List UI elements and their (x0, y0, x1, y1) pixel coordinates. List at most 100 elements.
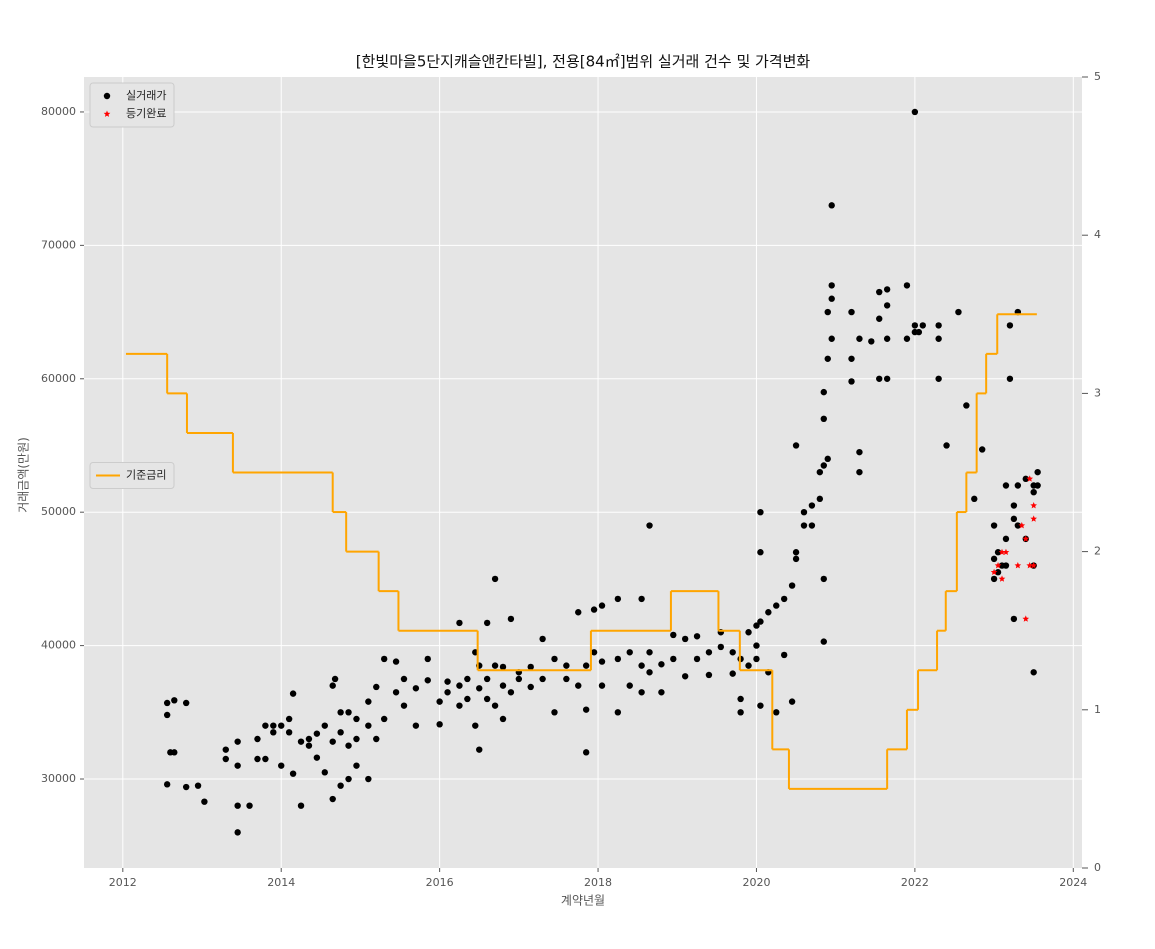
point (638, 662, 645, 669)
point (464, 695, 471, 703)
marks (125, 108, 1041, 836)
point (800, 522, 808, 529)
point (737, 709, 744, 716)
point (222, 755, 229, 763)
x-tick-label: 2020 (742, 876, 770, 889)
point (412, 685, 420, 692)
point (828, 202, 835, 209)
point (345, 709, 352, 716)
point (753, 642, 760, 649)
point (670, 631, 677, 639)
point (935, 375, 942, 382)
point (856, 448, 863, 456)
point (990, 522, 998, 529)
point (848, 308, 855, 316)
point (1034, 468, 1041, 476)
point (551, 709, 558, 716)
point (436, 721, 443, 728)
point (345, 742, 352, 749)
y-axis-label: 거래금액(만원) (17, 437, 31, 513)
point (491, 702, 499, 709)
point (824, 355, 831, 362)
star-point (1026, 562, 1034, 569)
point (658, 661, 665, 668)
point (499, 715, 507, 723)
point (507, 615, 515, 623)
point (1002, 482, 1010, 489)
point (646, 522, 653, 529)
point (598, 658, 606, 665)
point (681, 635, 689, 643)
point (515, 675, 523, 683)
point (792, 549, 800, 556)
point (305, 735, 313, 743)
point (254, 755, 261, 763)
point (476, 746, 483, 753)
point (820, 415, 827, 423)
point (392, 689, 400, 696)
star-point (1030, 515, 1038, 522)
point (745, 662, 752, 669)
point (254, 735, 261, 743)
point (780, 651, 788, 659)
x-tick-label: 2012 (109, 876, 137, 889)
point (582, 749, 590, 756)
y2-tick-label: 5 (1094, 70, 1101, 83)
point (753, 622, 760, 629)
legend-swatch (103, 92, 111, 100)
point (856, 468, 863, 476)
point (337, 709, 344, 716)
point (163, 781, 171, 788)
point (499, 682, 507, 689)
point (163, 711, 171, 719)
point (424, 655, 431, 663)
point (828, 295, 835, 302)
point (365, 698, 372, 705)
point (903, 282, 911, 289)
point (329, 682, 336, 689)
point (816, 495, 824, 503)
point (757, 702, 764, 709)
point (626, 682, 633, 689)
y2-tick-label: 4 (1094, 228, 1101, 241)
point (990, 555, 998, 563)
point (456, 702, 463, 709)
point (638, 595, 645, 603)
x-tick-label: 2016 (426, 876, 454, 889)
y-tick-label: 40000 (41, 639, 76, 652)
point (472, 722, 479, 729)
point (828, 335, 835, 342)
chart-title: [한빛마을5단지캐슬앤칸타빌], 전용[84㎡]범위 실거래 건수 및 가격변화 (356, 53, 811, 71)
point (773, 709, 780, 716)
point (705, 649, 713, 656)
point (1010, 615, 1018, 623)
point (278, 762, 285, 769)
point (582, 662, 590, 669)
point (943, 442, 950, 449)
point (590, 649, 598, 656)
point (182, 783, 190, 791)
star-point (1022, 535, 1030, 542)
point (285, 715, 293, 723)
x-tick-label: 2024 (1059, 876, 1087, 889)
point (313, 730, 321, 737)
point (994, 549, 1002, 556)
point (563, 675, 570, 683)
point (820, 462, 827, 469)
point (483, 619, 491, 627)
point (903, 335, 911, 342)
point (598, 602, 606, 609)
y-tick-label: 70000 (41, 238, 76, 251)
point (614, 595, 622, 603)
point (681, 673, 689, 680)
point (765, 609, 772, 616)
point (262, 755, 269, 763)
point (919, 322, 926, 329)
point (444, 689, 451, 696)
point (1006, 322, 1014, 329)
point (729, 649, 736, 656)
point (392, 658, 400, 665)
point (693, 655, 701, 663)
point (456, 619, 463, 627)
